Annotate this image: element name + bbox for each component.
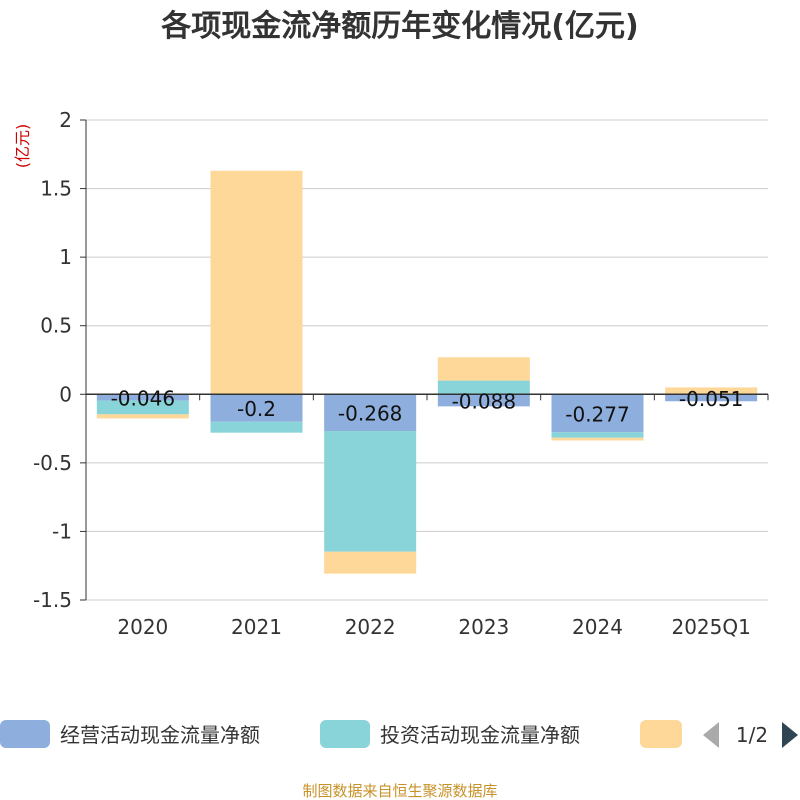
bar-operating-2022[interactable] xyxy=(324,394,417,432)
bar-investing-2024[interactable] xyxy=(551,432,644,438)
data-label: -0.268 xyxy=(338,402,402,426)
legend-page-indicator: 1/2 xyxy=(736,723,768,747)
data-label: -0.277 xyxy=(565,402,629,426)
legend-label-operating[interactable]: 经营活动现金流量净额 xyxy=(60,723,260,747)
x-tick-label: 2020 xyxy=(117,615,168,639)
legend: 经营活动现金流量净额 投资活动现金流量净额 1/2 xyxy=(0,720,798,748)
legend-swatch-financing[interactable] xyxy=(640,720,682,748)
y-axis-ticks: 2 1.5 1 0.5 0 -0.5 -1 -1.5 xyxy=(33,108,86,612)
bar-operating-2024[interactable] xyxy=(551,394,644,433)
data-label: -0.051 xyxy=(679,387,743,411)
x-axis-ticks: 2020 2021 2022 2023 2024 2025Q1 xyxy=(117,615,750,639)
y-tick-label: 2 xyxy=(59,108,72,132)
data-label: -0.2 xyxy=(237,397,276,421)
legend-label-investing[interactable]: 投资活动现金流量净额 xyxy=(380,723,580,747)
y-tick-label: 0.5 xyxy=(40,314,72,338)
x-tick-label: 2021 xyxy=(231,615,282,639)
bar-operating-2025Q1[interactable] xyxy=(665,394,758,402)
y-tick-label: -1.5 xyxy=(33,588,72,612)
y-tick-label: -1 xyxy=(52,519,72,543)
y-tick-label: -0.5 xyxy=(33,451,72,475)
legend-next-page-icon[interactable] xyxy=(782,722,798,748)
legend-swatch-operating[interactable] xyxy=(0,720,50,748)
bar-financing-2021[interactable] xyxy=(210,170,303,395)
bar-financing-2022[interactable] xyxy=(324,551,417,574)
chart-title: 各项现金流净额历年变化情况(亿元) xyxy=(160,9,638,44)
bar-operating-2021[interactable] xyxy=(210,394,303,422)
bar-investing-2023[interactable] xyxy=(437,380,530,395)
data-label: -0.088 xyxy=(452,389,516,413)
legend-swatch-investing[interactable] xyxy=(320,720,370,748)
data-label: -0.046 xyxy=(111,386,175,410)
axes xyxy=(85,120,769,600)
data-labels: -0.046 -0.2 -0.268 -0.088 -0.277 -0.051 xyxy=(111,386,744,426)
bar-financing-2023[interactable] xyxy=(437,357,530,381)
y-axis-label: (亿元) xyxy=(13,124,32,169)
x-tick-label: 2024 xyxy=(572,615,623,639)
bar-financing-2020[interactable] xyxy=(96,414,189,419)
bar-operating-2023[interactable] xyxy=(437,394,530,407)
x-tick-label: 2022 xyxy=(345,615,396,639)
bars xyxy=(96,170,758,574)
y-tick-label: 0 xyxy=(59,382,72,406)
bar-investing-2020[interactable] xyxy=(96,400,189,415)
x-tick-label: 2023 xyxy=(458,615,509,639)
bar-operating-2020[interactable] xyxy=(96,394,189,401)
y-tick-label: 1 xyxy=(59,245,72,269)
bar-financing-2025Q1[interactable] xyxy=(665,387,758,395)
bar-investing-2021[interactable] xyxy=(210,421,303,433)
gridlines xyxy=(86,119,768,601)
legend-prev-page-icon[interactable] xyxy=(703,722,719,748)
bar-investing-2022[interactable] xyxy=(324,431,417,552)
source-note: 制图数据来自恒生聚源数据库 xyxy=(302,782,497,800)
x-tick-label: 2025Q1 xyxy=(671,615,750,639)
bar-financing-2024[interactable] xyxy=(551,437,644,441)
y-tick-label: 1.5 xyxy=(40,177,72,201)
